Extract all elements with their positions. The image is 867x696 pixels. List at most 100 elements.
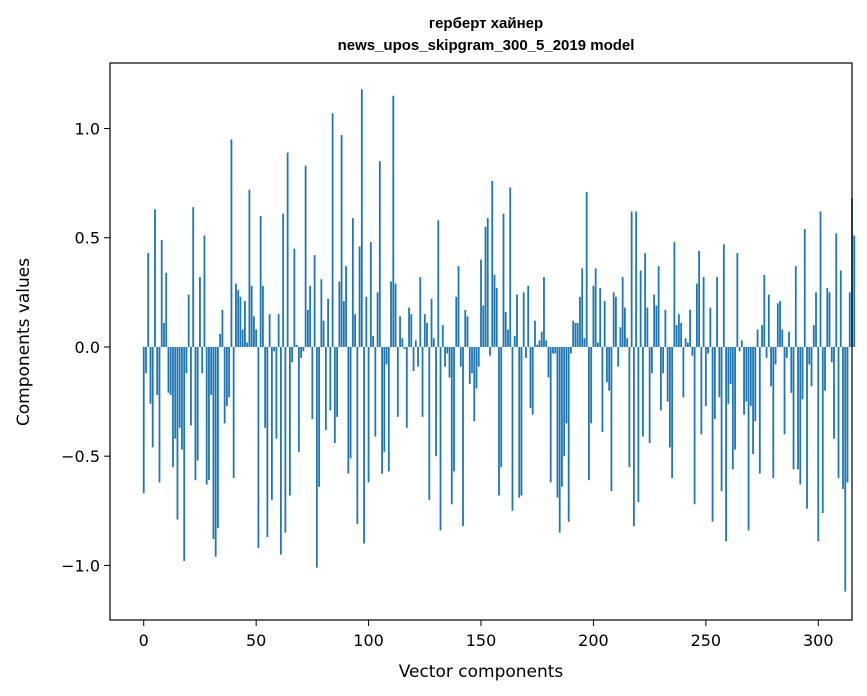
bar [471, 346, 473, 374]
bar [522, 292, 525, 347]
bar [525, 346, 527, 358]
bar [324, 346, 327, 430]
bar [722, 244, 725, 347]
bar [363, 346, 365, 544]
x-tick-label: 200 [578, 631, 609, 650]
bar [444, 346, 446, 367]
bar [187, 294, 190, 347]
bar [387, 346, 390, 472]
bar [266, 346, 269, 537]
bar [576, 322, 579, 347]
bar [833, 346, 835, 439]
bar [421, 346, 424, 417]
bar [259, 215, 262, 347]
bar [399, 316, 401, 347]
bar [547, 346, 550, 378]
bar [205, 346, 208, 485]
bar [255, 329, 258, 347]
bar [727, 346, 730, 404]
bar [803, 229, 806, 347]
bar [579, 296, 581, 347]
bar [853, 235, 856, 347]
bar [747, 346, 750, 531]
bar [372, 336, 374, 347]
x-tick-label: 300 [803, 631, 834, 650]
bar [644, 253, 647, 347]
bar [500, 346, 503, 468]
bar [336, 346, 338, 417]
bar [201, 346, 204, 374]
bar [657, 266, 660, 347]
bar [482, 305, 485, 347]
bar [650, 346, 653, 374]
bar [208, 346, 210, 481]
bar [659, 346, 662, 411]
bar [244, 301, 246, 347]
bar [839, 270, 842, 347]
bar [419, 277, 422, 347]
bar [713, 346, 716, 420]
bar [241, 329, 244, 347]
bar [801, 346, 804, 400]
bar [700, 346, 703, 435]
bar [226, 346, 228, 406]
bar [169, 346, 172, 396]
bar [520, 346, 523, 496]
bar [770, 346, 772, 387]
bar [428, 346, 431, 500]
bar [599, 287, 602, 347]
plot-frame [109, 62, 853, 621]
bar [691, 346, 694, 356]
bar [223, 346, 226, 424]
bar [196, 346, 199, 461]
bar [273, 346, 276, 352]
bar [437, 220, 440, 347]
bar [151, 346, 154, 448]
bar [702, 277, 705, 347]
bar [181, 346, 183, 450]
bar [313, 255, 316, 347]
bar [320, 279, 323, 347]
bar [329, 346, 332, 411]
bar [405, 346, 408, 428]
bar [639, 270, 642, 347]
bar [630, 211, 633, 347]
bar [369, 242, 372, 347]
bar [302, 346, 305, 352]
bar [574, 322, 577, 347]
bar [342, 301, 345, 347]
bar [830, 346, 833, 363]
bar [158, 346, 161, 483]
bar [686, 342, 689, 347]
bar [304, 165, 307, 347]
bar [779, 301, 781, 347]
bar [145, 346, 147, 374]
bar [720, 346, 723, 492]
bar [462, 346, 464, 527]
bar [367, 346, 370, 483]
bar [624, 307, 626, 347]
bar [842, 346, 844, 489]
y-tick-label: 1.0 [75, 120, 100, 139]
bar [230, 139, 233, 347]
bar [318, 346, 321, 487]
bar [572, 320, 575, 347]
bar [612, 292, 615, 347]
bar [432, 338, 435, 347]
bar [844, 346, 847, 592]
bar [446, 346, 449, 354]
x-tick-label: 0 [139, 631, 149, 650]
bar [279, 346, 282, 555]
bar [561, 346, 563, 487]
bar [698, 250, 700, 347]
bar [291, 346, 294, 363]
bar [729, 346, 732, 385]
bar [268, 314, 271, 347]
bar [507, 329, 509, 347]
bar [662, 346, 665, 374]
bar [619, 327, 622, 347]
bar [812, 325, 815, 347]
bar [360, 89, 363, 347]
x-axis-ticks: 0 50 100 150 200 250 300 [139, 620, 834, 650]
